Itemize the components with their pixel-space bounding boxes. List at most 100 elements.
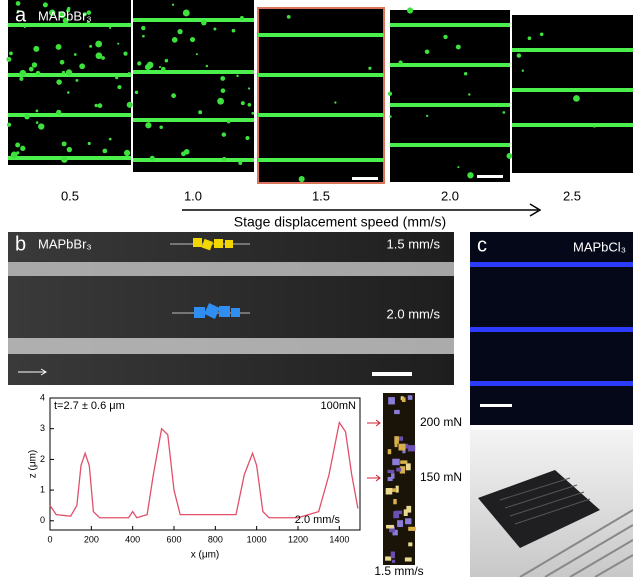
speckle [146, 61, 154, 69]
speckle [286, 15, 291, 19]
strip-texture [385, 395, 416, 563]
arrow-head [40, 368, 47, 376]
speed-label: 2.0 [441, 188, 459, 203]
x-tick-label: 400 [125, 534, 140, 544]
speckle [89, 44, 93, 48]
speckle [393, 511, 400, 519]
speckle [117, 85, 122, 90]
green-line [258, 33, 384, 37]
speckle [59, 59, 65, 65]
force-label: 200 mN [420, 415, 462, 429]
plot-frame [49, 397, 361, 531]
speckle [95, 52, 103, 60]
speckle [390, 488, 397, 492]
speckle [245, 136, 250, 141]
speckle [408, 542, 413, 547]
annotation: 2.0 mm/s [295, 514, 341, 526]
speckle [424, 49, 430, 55]
speckle [298, 176, 305, 183]
speckle [142, 34, 145, 38]
speckle [220, 76, 226, 81]
speckle [108, 137, 112, 141]
speckle [49, 9, 56, 16]
speckle [387, 449, 392, 455]
speckle [101, 56, 105, 60]
x-tick-label: 1000 [247, 534, 267, 544]
speckle [394, 441, 398, 448]
speckle [394, 436, 399, 444]
green-line [390, 63, 510, 67]
marker-arrow [367, 474, 381, 482]
speckle [19, 69, 27, 77]
speckle [389, 526, 395, 533]
speckle [75, 78, 79, 82]
speckle [58, 11, 66, 19]
speckle [55, 43, 62, 50]
speckle [334, 101, 337, 104]
speckle [123, 51, 128, 56]
speckle [236, 74, 239, 78]
speckle [521, 69, 525, 72]
speckle [137, 61, 142, 66]
speckle [387, 476, 393, 482]
speckle [403, 509, 408, 516]
speckle [226, 120, 231, 124]
micrograph [133, 0, 254, 172]
x-tick-label: 600 [166, 534, 181, 544]
speckle [94, 103, 98, 108]
speckle [6, 56, 12, 62]
scale-bar [477, 175, 503, 178]
speckle [31, 62, 38, 68]
speckle [222, 156, 227, 162]
speckle [506, 153, 513, 159]
speckle [149, 155, 155, 161]
speckle [399, 466, 406, 474]
speckle [539, 32, 544, 37]
speckle [23, 26, 26, 29]
speckle [516, 53, 522, 58]
speckle [400, 460, 408, 464]
speckle [386, 524, 394, 529]
speckle [6, 122, 12, 127]
speckle [35, 70, 41, 76]
speckle [61, 141, 67, 147]
speckle [95, 40, 103, 48]
speckle [195, 53, 198, 56]
device-lines [499, 477, 591, 525]
speckle [398, 443, 406, 451]
x-tick-label: 1200 [288, 534, 308, 544]
speckle [443, 34, 448, 40]
speckle [201, 19, 207, 26]
x-tick-label: 0 [47, 534, 52, 544]
material-label: MAPbCl₃ [573, 239, 626, 254]
speckle [385, 556, 392, 561]
speckle [391, 473, 395, 479]
speckle [390, 551, 395, 559]
speed-label: 2.5 [563, 188, 581, 203]
scale-bar [598, 176, 624, 179]
speckle [217, 97, 225, 105]
speckle [387, 91, 393, 96]
speckle [117, 42, 120, 45]
speckle [61, 70, 66, 75]
force-label: 150 mN [420, 470, 462, 484]
speckle [126, 101, 133, 108]
speckle [392, 559, 396, 563]
scale-bars [97, 175, 624, 181]
speckle [20, 145, 26, 151]
speckle [28, 66, 34, 72]
speckle [171, 37, 178, 43]
speckle [102, 148, 108, 154]
profile-line [49, 420, 359, 519]
speckle [205, 64, 209, 68]
speed-label: 1.5 [312, 188, 330, 203]
green-line [258, 158, 384, 162]
green-line [133, 18, 254, 22]
speckle [398, 60, 403, 65]
green-line [8, 23, 131, 27]
speckle [171, 3, 175, 6]
speckle [593, 125, 596, 128]
green-line [8, 113, 131, 117]
speckle [392, 458, 400, 466]
